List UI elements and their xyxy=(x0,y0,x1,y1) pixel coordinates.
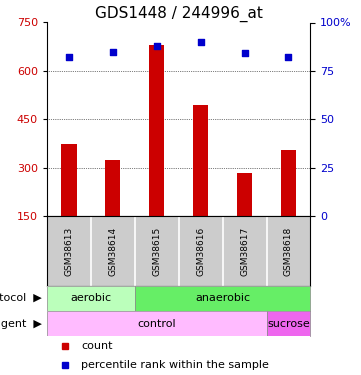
Point xyxy=(110,48,116,54)
Text: GSM38615: GSM38615 xyxy=(152,226,161,276)
Text: anaerobic: anaerobic xyxy=(195,294,250,303)
Text: protocol  ▶: protocol ▶ xyxy=(0,294,42,303)
Text: sucrose: sucrose xyxy=(267,319,310,328)
Bar xyxy=(193,105,208,216)
Point xyxy=(242,51,248,57)
Text: percentile rank within the sample: percentile rank within the sample xyxy=(81,360,269,370)
Title: GDS1448 / 244996_at: GDS1448 / 244996_at xyxy=(95,6,263,22)
Bar xyxy=(135,286,310,311)
Text: GSM38614: GSM38614 xyxy=(108,226,117,276)
Bar xyxy=(266,311,310,336)
Text: GSM38616: GSM38616 xyxy=(196,226,205,276)
Text: GSM38618: GSM38618 xyxy=(284,226,293,276)
Text: aerobic: aerobic xyxy=(70,294,112,303)
Text: agent  ▶: agent ▶ xyxy=(0,319,42,328)
Point xyxy=(154,43,160,49)
Text: GSM38617: GSM38617 xyxy=(240,226,249,276)
Bar xyxy=(281,150,296,216)
Text: count: count xyxy=(81,341,113,351)
Bar xyxy=(105,160,121,216)
Bar xyxy=(61,144,77,216)
Text: GSM38613: GSM38613 xyxy=(64,226,73,276)
Text: control: control xyxy=(138,319,176,328)
Point xyxy=(66,54,72,60)
Bar xyxy=(47,311,266,336)
Bar xyxy=(47,286,135,311)
Bar xyxy=(149,45,164,216)
Point xyxy=(286,54,291,60)
Point xyxy=(198,39,204,45)
Bar xyxy=(237,172,252,216)
